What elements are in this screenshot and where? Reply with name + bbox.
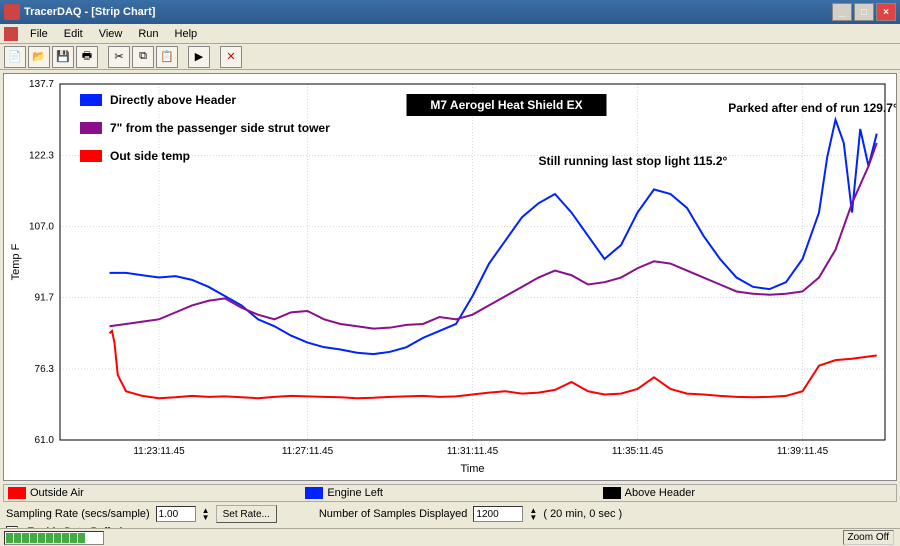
toolbar: 📄 📂 💾 🖶 ✂ ⧉ 📋 ▶ ✕ xyxy=(0,44,900,70)
svg-text:137.7: 137.7 xyxy=(29,79,54,90)
toolbar-copy-icon[interactable]: ⧉ xyxy=(132,46,154,68)
svg-text:11:23:11.45: 11:23:11.45 xyxy=(133,446,185,457)
toolbar-paste-icon[interactable]: 📋 xyxy=(156,46,178,68)
toolbar-stop-icon[interactable]: ✕ xyxy=(220,46,242,68)
title-bar: TracerDAQ - [Strip Chart] _ □ × xyxy=(0,0,900,24)
set-rate-button[interactable]: Set Rate... xyxy=(216,505,277,523)
legend-label: Engine Left xyxy=(327,487,383,499)
svg-text:Time: Time xyxy=(460,463,484,475)
samples-spinner-icon[interactable]: ▲▼ xyxy=(529,507,537,521)
close-button[interactable]: × xyxy=(876,3,896,21)
toolbar-new-icon[interactable]: 📄 xyxy=(4,46,26,68)
svg-text:107.0: 107.0 xyxy=(29,221,54,232)
sampling-rate-input[interactable] xyxy=(156,506,196,522)
svg-text:Out side temp: Out side temp xyxy=(110,149,190,163)
legend-swatch xyxy=(305,487,323,499)
toolbar-print-icon[interactable]: 🖶 xyxy=(76,46,98,68)
toolbar-open-icon[interactable]: 📂 xyxy=(28,46,50,68)
toolbar-play-icon[interactable]: ▶ xyxy=(188,46,210,68)
maximize-button[interactable]: □ xyxy=(854,3,874,21)
legend-label: Outside Air xyxy=(30,487,84,499)
svg-text:M7 Aerogel Heat Shield EX: M7 Aerogel Heat Shield EX xyxy=(430,98,582,112)
window-title: TracerDAQ - [Strip Chart] xyxy=(24,6,155,18)
svg-text:76.3: 76.3 xyxy=(35,364,55,375)
svg-text:11:31:11.45: 11:31:11.45 xyxy=(447,446,499,457)
svg-text:11:27:11.45: 11:27:11.45 xyxy=(282,446,334,457)
menu-file[interactable]: File xyxy=(22,26,56,42)
menu-app-icon xyxy=(4,27,18,41)
menu-help[interactable]: Help xyxy=(167,26,206,42)
svg-text:91.7: 91.7 xyxy=(35,293,55,304)
menu-run[interactable]: Run xyxy=(130,26,166,42)
sampling-rate-spinner-icon[interactable]: ▲▼ xyxy=(202,507,210,521)
duration-label: ( 20 min, 0 sec ) xyxy=(543,508,622,520)
controls-row: Sampling Rate (secs/sample) ▲▼ Set Rate.… xyxy=(0,502,900,526)
samples-displayed-input[interactable] xyxy=(473,506,523,522)
toolbar-cut-icon[interactable]: ✂ xyxy=(108,46,130,68)
sampling-rate-label: Sampling Rate (secs/sample) xyxy=(6,508,150,520)
samples-displayed-label: Number of Samples Displayed xyxy=(319,508,468,520)
menu-edit[interactable]: Edit xyxy=(56,26,91,42)
app-icon xyxy=(4,4,20,20)
svg-text:Temp F: Temp F xyxy=(10,243,22,280)
svg-text:11:35:11.45: 11:35:11.45 xyxy=(612,446,664,457)
svg-text:Directly above Header: Directly above Header xyxy=(110,93,236,107)
menu-view[interactable]: View xyxy=(91,26,131,42)
legend-swatch xyxy=(603,487,621,499)
chart-svg: 61.0 76.3 91.7 107.0 122.3 137.7 11:23:11.45 11… xyxy=(4,74,896,480)
legend-bar: Outside Air Engine Left Above Header xyxy=(3,484,897,502)
svg-text:Parked after end of run 129.7: Parked after end of run 129.7° xyxy=(728,101,896,115)
status-bar: Zoom Off xyxy=(0,528,900,546)
legend-item: Outside Air xyxy=(4,487,301,499)
svg-text:7" from the passenger side str: 7" from the passenger side strut tower xyxy=(110,121,330,135)
svg-text:61.0: 61.0 xyxy=(35,435,55,446)
legend-swatch xyxy=(8,487,26,499)
menu-bar: File Edit View Run Help xyxy=(0,24,900,44)
chart-area: 61.0 76.3 91.7 107.0 122.3 137.7 11:23:11.45 11… xyxy=(3,73,897,481)
legend-item: Engine Left xyxy=(301,487,598,499)
svg-text:122.3: 122.3 xyxy=(29,150,54,161)
svg-text:Still running last stop light: Still running last stop light 115.2° xyxy=(539,154,728,168)
legend-label: Above Header xyxy=(625,487,695,499)
svg-text:11:39:11.45: 11:39:11.45 xyxy=(777,446,829,457)
minimize-button[interactable]: _ xyxy=(832,3,852,21)
toolbar-save-icon[interactable]: 💾 xyxy=(52,46,74,68)
legend-item: Above Header xyxy=(599,487,896,499)
zoom-status: Zoom Off xyxy=(843,530,895,545)
progress-meter xyxy=(4,531,104,545)
